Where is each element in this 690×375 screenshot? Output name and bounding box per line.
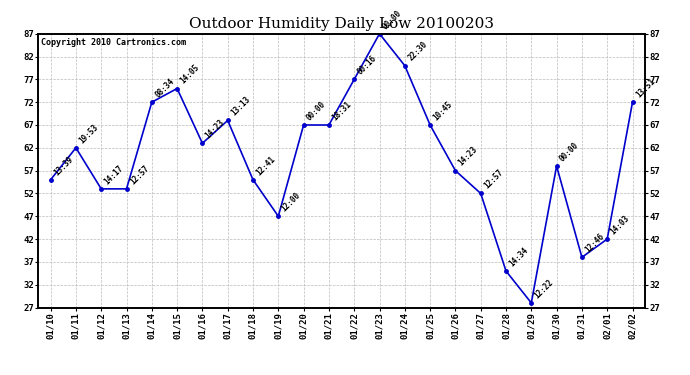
Text: 12:57: 12:57: [482, 168, 505, 190]
Title: Outdoor Humidity Daily Low 20100203: Outdoor Humidity Daily Low 20100203: [189, 17, 494, 31]
Text: 12:00: 12:00: [279, 191, 302, 213]
Text: 14:23: 14:23: [457, 145, 480, 168]
Text: 13:51: 13:51: [634, 77, 657, 99]
Text: 14:05: 14:05: [179, 63, 201, 86]
Text: 00:00: 00:00: [558, 141, 581, 163]
Text: 00:00: 00:00: [381, 8, 404, 31]
Text: 12:22: 12:22: [533, 278, 555, 300]
Text: 12:57: 12:57: [128, 164, 150, 186]
Text: 14:23: 14:23: [204, 118, 226, 141]
Text: 13:13: 13:13: [229, 95, 252, 118]
Text: 13:39: 13:39: [52, 154, 75, 177]
Text: 14:03: 14:03: [609, 214, 631, 236]
Text: 12:41: 12:41: [255, 154, 277, 177]
Text: 10:45: 10:45: [431, 99, 454, 122]
Text: 18:31: 18:31: [331, 99, 353, 122]
Text: 22:30: 22:30: [406, 40, 429, 63]
Text: 08:34: 08:34: [153, 77, 176, 99]
Text: 19:53: 19:53: [77, 122, 100, 145]
Text: Copyright 2010 Cartronics.com: Copyright 2010 Cartronics.com: [41, 38, 186, 47]
Text: 14:17: 14:17: [103, 164, 126, 186]
Text: 00:16: 00:16: [355, 54, 378, 76]
Text: 00:00: 00:00: [305, 99, 328, 122]
Text: 14:34: 14:34: [507, 246, 530, 268]
Text: 12:46: 12:46: [583, 232, 606, 255]
